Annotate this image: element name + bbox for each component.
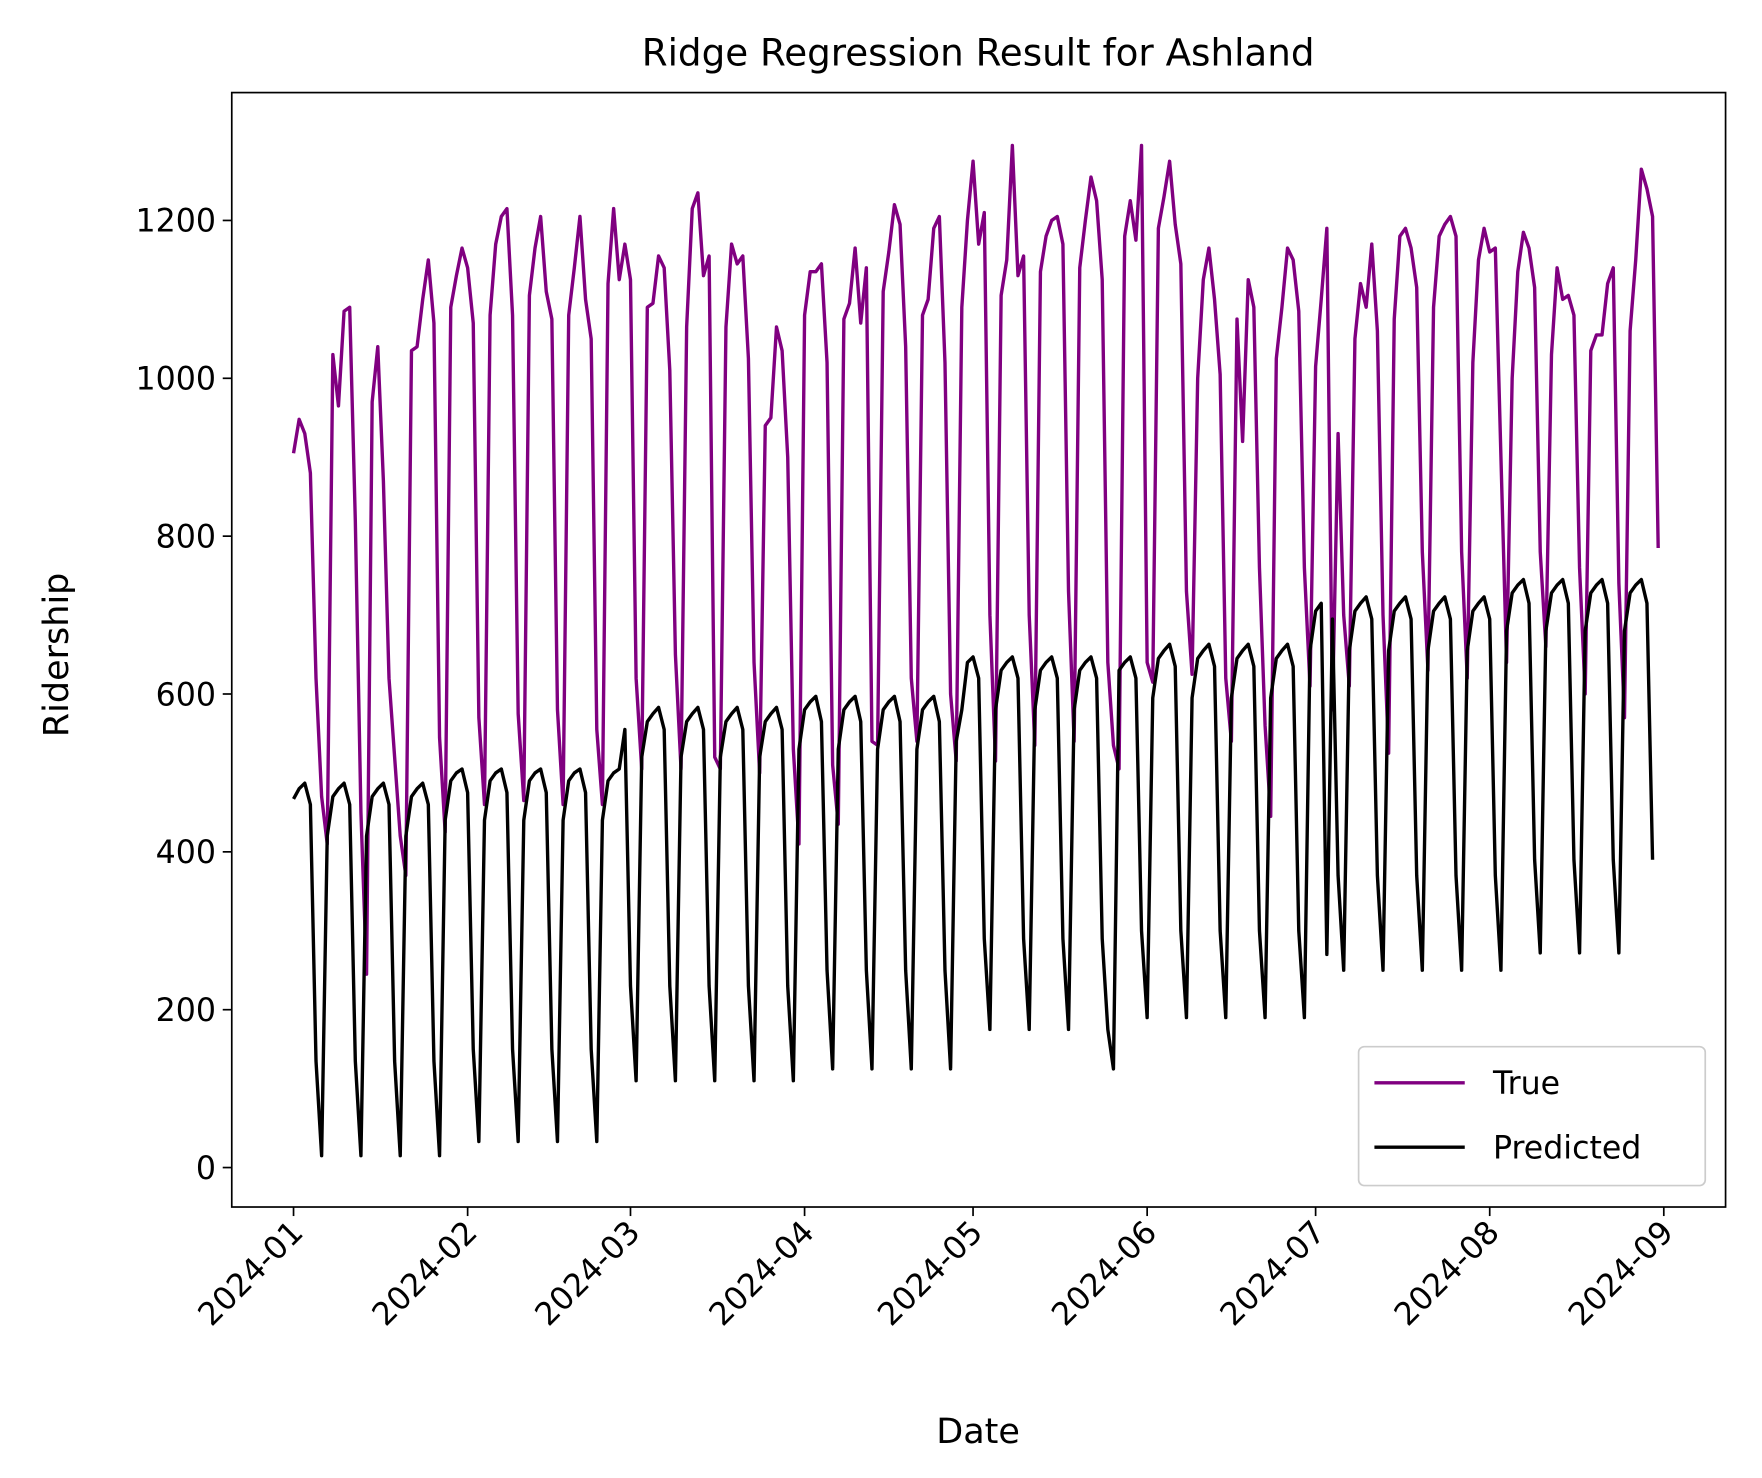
y-tick-label: 1200 <box>136 204 216 240</box>
chart-title: Ridge Regression Result for Ashland <box>642 30 1315 74</box>
x-tick-label: 2024-08 <box>1388 1214 1507 1333</box>
y-axis-label: Ridership <box>37 573 77 738</box>
legend: True Predicted <box>1357 1045 1707 1187</box>
x-axis-label: Date <box>936 1412 1020 1452</box>
plot-frame <box>230 91 1727 1208</box>
x-tick-label: 2024-03 <box>529 1214 648 1333</box>
y-tick-label: 800 <box>156 519 216 555</box>
x-tick-label: 2024-07 <box>1214 1214 1333 1333</box>
y-tick-label: 400 <box>156 835 216 871</box>
x-tick-label: 2024-01 <box>192 1214 311 1333</box>
x-tick-label: 2024-06 <box>1045 1214 1164 1333</box>
x-tick-label: 2024-05 <box>871 1214 990 1333</box>
x-tick-label: 2024-04 <box>703 1214 822 1333</box>
legend-label: Predicted <box>1493 1130 1641 1166</box>
data-line <box>292 577 1655 1158</box>
legend-label: True <box>1492 1066 1560 1102</box>
y-tick-label: 1000 <box>136 362 216 398</box>
x-tick-label: 2024-09 <box>1562 1214 1681 1333</box>
data-line <box>291 143 1660 976</box>
y-tick-label: 600 <box>156 677 216 713</box>
y-tick-label: 200 <box>156 993 216 1029</box>
y-tick-label: 0 <box>196 1151 216 1187</box>
x-tick-label: 2024-02 <box>366 1214 485 1333</box>
